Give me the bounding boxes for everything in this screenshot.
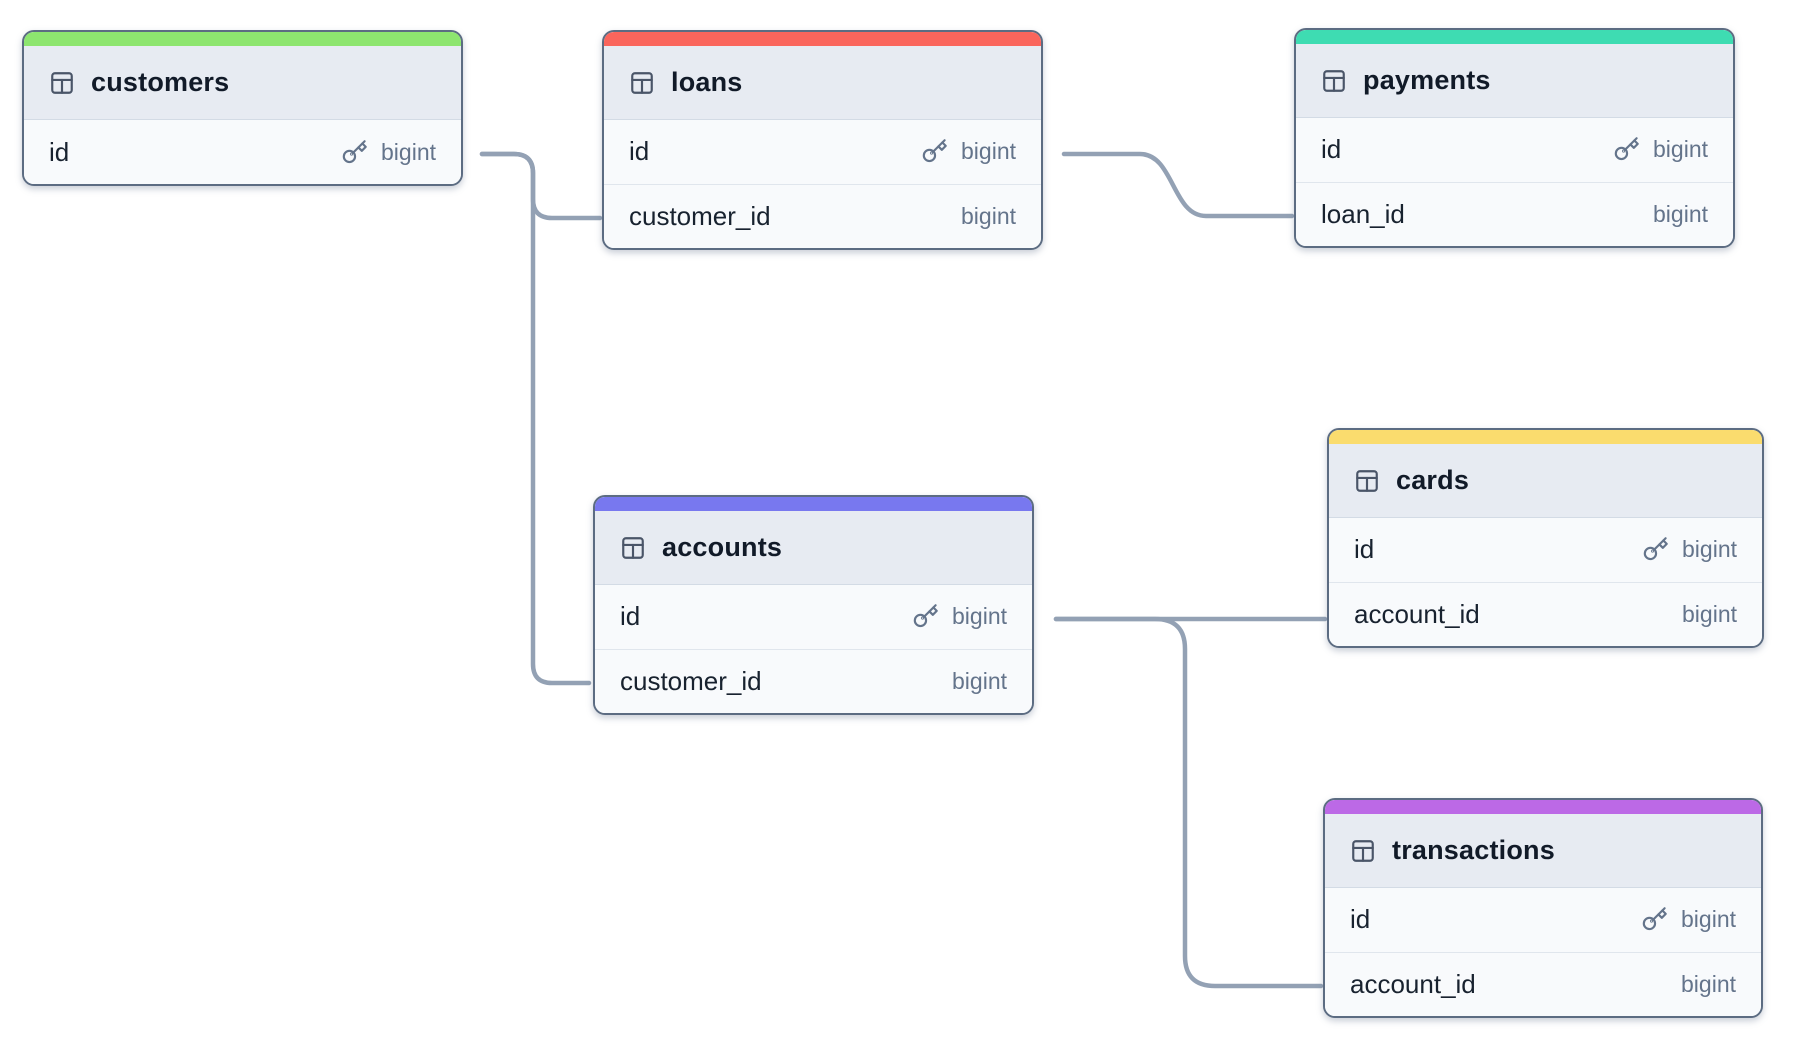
table-accent-bar xyxy=(1329,430,1762,444)
field-row-account-id: account_id bigint xyxy=(1329,581,1762,646)
table-accounts[interactable]: accounts id bigint customer_id bigint xyxy=(593,495,1034,715)
table-header: loans xyxy=(604,46,1041,120)
field-name: id xyxy=(1354,534,1375,565)
table-title: customers xyxy=(91,67,230,97)
field-name: account_id xyxy=(1350,968,1476,999)
field-type: bigint xyxy=(1682,600,1737,627)
relationship-customers-loans[interactable] xyxy=(479,151,603,221)
table-icon xyxy=(622,536,644,559)
primary-key-icon xyxy=(1643,537,1668,561)
table-header: transactions xyxy=(1325,814,1761,888)
field-meta: bigint xyxy=(912,603,1007,630)
field-meta: bigint xyxy=(1681,971,1736,998)
table-transactions[interactable]: transactions id bigint account_id bigint xyxy=(1323,798,1763,1018)
table-cards[interactable]: cards id bigint account_id bigint xyxy=(1327,428,1764,648)
field-type: bigint xyxy=(952,603,1007,630)
field-meta: bigint xyxy=(1682,601,1737,628)
field-row-id: id bigint xyxy=(595,585,1032,649)
field-meta: bigint xyxy=(1613,136,1708,163)
table-loans[interactable]: loans id bigint customer_id bigint xyxy=(602,30,1043,250)
field-type: bigint xyxy=(381,138,436,165)
table-title: loans xyxy=(671,67,743,97)
field-type: bigint xyxy=(1653,136,1708,163)
field-name: id xyxy=(49,136,70,167)
field-type: bigint xyxy=(1681,970,1736,997)
table-header: accounts xyxy=(595,511,1032,585)
primary-key-icon xyxy=(1614,137,1639,161)
table-icon xyxy=(1323,69,1345,92)
field-type: bigint xyxy=(952,667,1007,694)
relationship-customers-accounts[interactable] xyxy=(479,151,592,686)
field-type: bigint xyxy=(1653,200,1708,227)
field-name: id xyxy=(1350,904,1371,935)
field-row-id: id bigint xyxy=(1329,518,1762,582)
table-icon xyxy=(1356,469,1378,492)
field-name: customer_id xyxy=(629,200,771,231)
field-name: customer_id xyxy=(620,665,762,696)
table-header: cards xyxy=(1329,444,1762,518)
field-name: id xyxy=(629,136,650,167)
field-meta: bigint xyxy=(952,668,1007,695)
table-accent-bar xyxy=(1296,30,1733,44)
table-title: accounts xyxy=(662,532,783,562)
field-row-id: id bigint xyxy=(604,120,1041,184)
field-row-id: id bigint xyxy=(1325,888,1761,952)
table-icon xyxy=(631,71,653,94)
table-icon xyxy=(1352,839,1374,862)
field-name: id xyxy=(1321,134,1342,165)
field-row-loan-id: loan_id bigint xyxy=(1296,181,1733,246)
primary-key-icon xyxy=(342,139,367,163)
field-row-customer-id: customer_id bigint xyxy=(595,648,1032,713)
field-row-id: id bigint xyxy=(1296,118,1733,182)
field-meta: bigint xyxy=(1641,906,1736,933)
table-accent-bar xyxy=(604,32,1041,46)
table-header: customers xyxy=(24,46,461,120)
field-meta: bigint xyxy=(1642,536,1737,563)
field-name: loan_id xyxy=(1321,198,1405,229)
field-meta: bigint xyxy=(961,203,1016,230)
field-name: account_id xyxy=(1354,598,1480,629)
field-type: bigint xyxy=(1682,536,1737,563)
field-meta: bigint xyxy=(341,139,436,166)
field-name: id xyxy=(620,601,641,632)
table-customers[interactable]: customers id bigint xyxy=(22,30,463,186)
table-title: transactions xyxy=(1392,835,1555,865)
relationship-accounts-transactions[interactable] xyxy=(1053,616,1324,989)
field-type: bigint xyxy=(1681,906,1736,933)
field-meta: bigint xyxy=(921,138,1016,165)
primary-key-icon xyxy=(922,139,947,163)
primary-key-icon xyxy=(1642,907,1667,931)
table-icon xyxy=(51,71,73,94)
table-accent-bar xyxy=(1325,800,1761,814)
field-row-id: id bigint xyxy=(24,120,461,184)
table-payments[interactable]: payments id bigint loan_id bigint xyxy=(1294,28,1735,248)
table-header: payments xyxy=(1296,44,1733,118)
table-accent-bar xyxy=(24,32,461,46)
table-title: cards xyxy=(1396,465,1470,495)
field-row-account-id: account_id bigint xyxy=(1325,951,1761,1016)
relationship-loans-payments[interactable] xyxy=(1061,151,1295,219)
field-type: bigint xyxy=(961,138,1016,165)
field-type: bigint xyxy=(961,202,1016,229)
field-row-customer-id: customer_id bigint xyxy=(604,183,1041,248)
table-title: payments xyxy=(1363,65,1491,95)
primary-key-icon xyxy=(913,604,938,628)
table-accent-bar xyxy=(595,497,1032,511)
field-meta: bigint xyxy=(1653,201,1708,228)
